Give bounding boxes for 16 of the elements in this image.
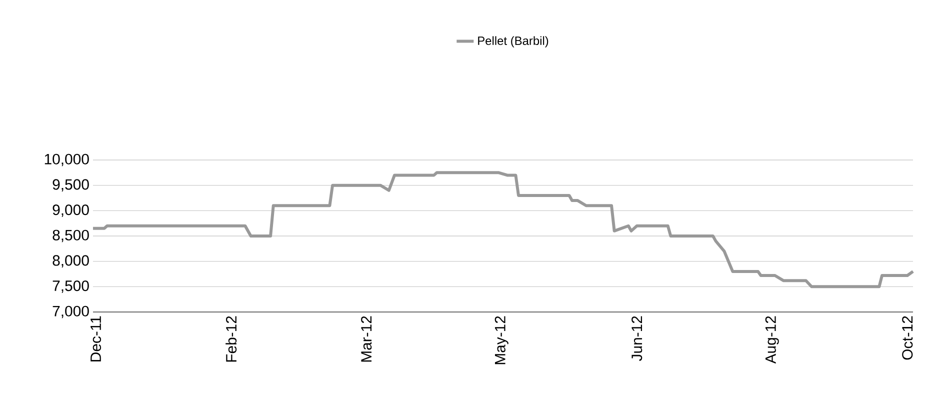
y-tick-label: 7,500 [52, 280, 89, 293]
y-tick-label: 8,500 [52, 230, 89, 242]
x-tick-label: Oct-12 [902, 316, 913, 360]
y-tick-label: 9,000 [52, 204, 89, 217]
x-tick-label: Mar-12 [361, 316, 372, 362]
line-series [92, 171, 915, 288]
x-tick-label: May-12 [494, 316, 508, 364]
x-tick-label: Dec-11 [90, 316, 102, 362]
x-tick-label: Feb-12 [226, 316, 237, 362]
y-tick-label: 7,000 [52, 306, 89, 318]
legend-label: Pellet (Barbil) [478, 36, 548, 48]
x-tick-label: Jun-12 [632, 316, 642, 361]
y-tick-label: 9,500 [52, 179, 89, 192]
x-tick-label: Aug-12 [765, 316, 779, 364]
y-tick-label: 10,000 [44, 154, 89, 166]
y-tick-label: 8,000 [52, 255, 89, 268]
